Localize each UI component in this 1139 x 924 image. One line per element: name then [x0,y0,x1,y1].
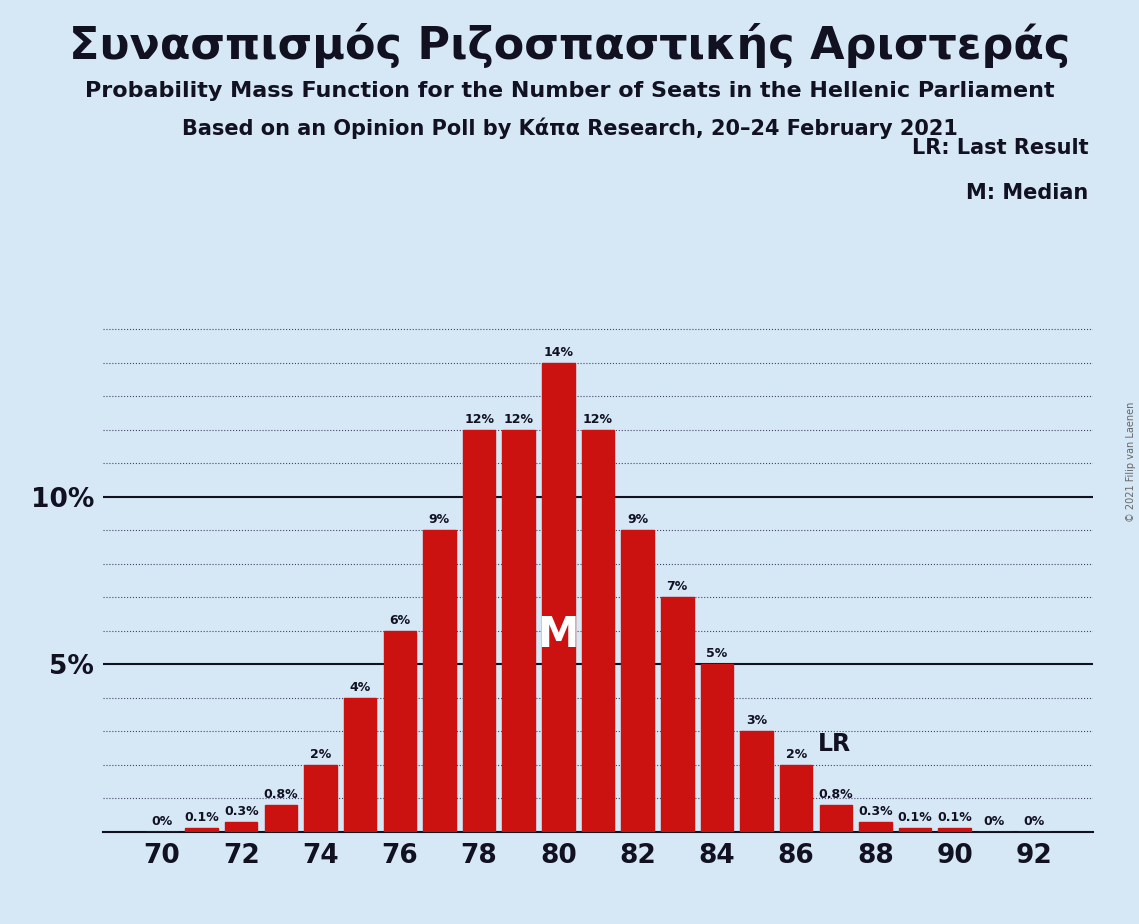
Text: Συνασπισμός Ριζοσπαστικής Αριστεράς: Συνασπισμός Ριζοσπαστικής Αριστεράς [68,23,1071,68]
Bar [899,828,932,832]
Text: 5%: 5% [706,647,728,660]
Bar [780,765,812,832]
Text: 12%: 12% [464,413,494,426]
Text: 7%: 7% [666,580,688,593]
Bar [502,430,535,832]
Bar [304,765,337,832]
Bar [344,698,376,832]
Bar [424,530,456,832]
Bar [740,731,772,832]
Text: 9%: 9% [429,513,450,526]
Text: 4%: 4% [350,681,371,694]
Bar [700,664,734,832]
Bar [542,363,574,832]
Bar [582,430,614,832]
Bar [226,821,257,832]
Text: 0.3%: 0.3% [224,805,259,818]
Text: 0%: 0% [151,815,173,828]
Text: 0.1%: 0.1% [185,811,219,824]
Text: LR: Last Result: LR: Last Result [912,138,1089,158]
Text: 12%: 12% [583,413,613,426]
Text: 12%: 12% [503,413,534,426]
Bar [661,597,694,832]
Text: Based on an Opinion Poll by Κάπα Research, 20–24 February 2021: Based on an Opinion Poll by Κάπα Researc… [181,117,958,139]
Bar [384,630,416,832]
Text: 2%: 2% [786,748,806,760]
Text: 2%: 2% [310,748,331,760]
Text: © 2021 Filip van Laenen: © 2021 Filip van Laenen [1126,402,1136,522]
Bar [462,430,495,832]
Bar [939,828,970,832]
Text: 14%: 14% [543,346,573,359]
Text: 6%: 6% [390,614,410,626]
Text: Probability Mass Function for the Number of Seats in the Hellenic Parliament: Probability Mass Function for the Number… [84,81,1055,102]
Text: 0%: 0% [1023,815,1044,828]
Text: 0.1%: 0.1% [937,811,972,824]
Text: 0.8%: 0.8% [263,788,298,801]
Text: 0.1%: 0.1% [898,811,933,824]
Text: 9%: 9% [628,513,648,526]
Bar [820,805,852,832]
Text: M: Median: M: Median [966,183,1089,203]
Bar [264,805,297,832]
Text: 0.8%: 0.8% [819,788,853,801]
Text: LR: LR [818,732,851,756]
Text: M: M [538,614,579,656]
Text: 0.3%: 0.3% [858,805,893,818]
Bar [186,828,218,832]
Text: 3%: 3% [746,714,767,727]
Bar [859,821,892,832]
Bar [622,530,654,832]
Text: 0%: 0% [984,815,1005,828]
